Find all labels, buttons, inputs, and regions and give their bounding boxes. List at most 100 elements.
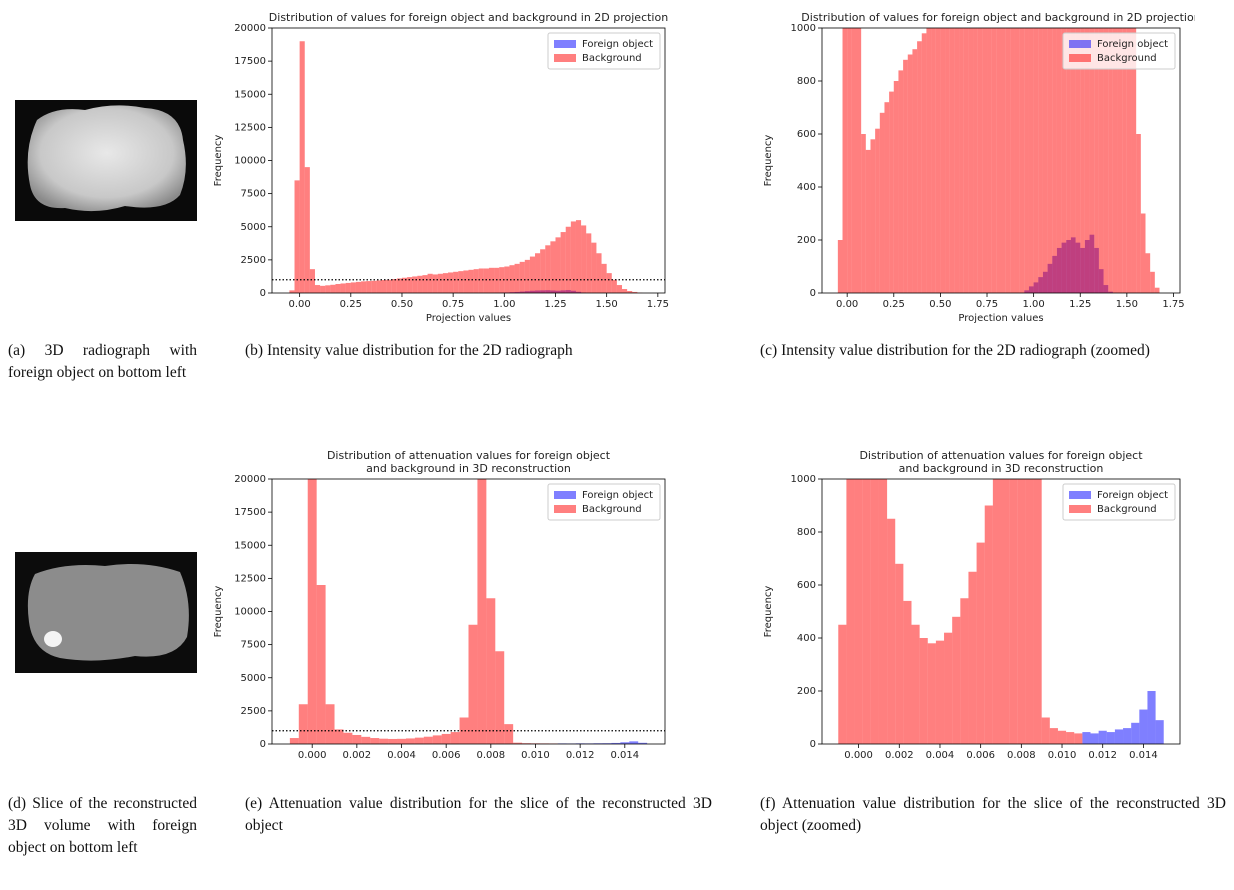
y-tick-label: 17500	[234, 507, 266, 518]
y-tick-label: 12500	[234, 122, 266, 133]
histogram-bar	[903, 59, 908, 293]
histogram-bar	[405, 738, 415, 744]
histogram-bar	[887, 518, 896, 744]
histogram-bar	[1019, 28, 1025, 293]
histogram-bar	[581, 225, 587, 293]
histogram-bar	[596, 253, 602, 293]
histogram-bar	[889, 91, 894, 293]
histogram-bar	[895, 563, 904, 744]
x-tick-label: 0.002	[343, 750, 372, 760]
x-tick-label: 0.000	[298, 750, 327, 760]
histogram-bar	[448, 272, 454, 293]
x-tick-label: 0.010	[521, 750, 550, 760]
histogram-chart: Distribution of attenuation values for f…	[763, 449, 1181, 760]
histogram-bar	[1024, 28, 1029, 293]
histogram-bar	[450, 732, 460, 744]
histogram-bar	[499, 267, 505, 293]
histogram-bar	[1009, 479, 1018, 744]
x-tick-label: 0.014	[1129, 750, 1158, 760]
histogram-bar	[307, 479, 317, 744]
x-tick-label: 0.00	[289, 299, 311, 310]
y-tick-label: 2500	[241, 706, 266, 717]
histogram-bar	[334, 729, 344, 744]
histogram-bar	[1025, 479, 1034, 744]
y-tick-label: 800	[797, 527, 816, 538]
histogram-bar	[917, 41, 922, 293]
histogram-bar	[298, 704, 308, 744]
y-axis-label: Frequency	[213, 135, 224, 187]
histogram-bar	[854, 479, 863, 744]
histogram-bar	[601, 263, 607, 293]
histogram-bar	[361, 281, 367, 293]
x-tick-label: 0.006	[966, 750, 995, 760]
histogram-bar	[391, 279, 397, 293]
x-tick-label: 0.012	[566, 750, 595, 760]
legend-label: Background	[582, 53, 642, 64]
histogram-bar	[432, 274, 438, 293]
histogram-bar	[837, 240, 843, 293]
histogram-bar	[483, 268, 489, 293]
histogram-bar	[927, 643, 936, 744]
histogram-bar	[396, 278, 402, 293]
histogram-bar	[560, 232, 566, 293]
histogram-bar	[550, 241, 556, 293]
chart-title: and background in 3D reconstruction	[899, 462, 1104, 475]
histogram-bar	[1084, 28, 1090, 293]
x-tick-label: 0.002	[885, 750, 914, 760]
histogram-bar	[1041, 717, 1050, 744]
histogram-bar	[1112, 28, 1118, 293]
histogram-bar	[935, 640, 945, 744]
histogram-bar	[1028, 28, 1034, 293]
histogram-bar	[893, 81, 899, 293]
histogram-bar	[898, 70, 904, 293]
histogram-bar	[565, 226, 571, 293]
x-tick-label: 1.50	[596, 299, 618, 310]
x-tick-label: 0.008	[1007, 750, 1036, 760]
histogram-bar	[1089, 28, 1095, 293]
legend-swatch	[554, 54, 576, 62]
histogram-bar	[1075, 28, 1081, 293]
histogram-bar	[977, 28, 983, 293]
histogram-bar	[570, 221, 576, 293]
x-tick-label: 0.00	[836, 299, 858, 310]
histogram-bar	[912, 49, 918, 293]
histogram-bar	[468, 624, 478, 744]
histogram-bar	[611, 742, 621, 744]
y-axis-label: Frequency	[763, 586, 774, 638]
histogram-bar	[514, 263, 520, 293]
histogram-bar	[992, 479, 1001, 744]
histogram-bar	[540, 249, 546, 293]
histogram-bar	[468, 269, 474, 293]
histogram-bar	[921, 33, 927, 293]
y-tick-label: 0	[260, 288, 266, 299]
histogram-bar	[949, 28, 955, 293]
histogram-bar	[1061, 28, 1067, 293]
histogram-bar	[959, 28, 964, 293]
legend-swatch	[554, 505, 576, 513]
histogram-bar	[1139, 709, 1148, 744]
legend-swatch	[554, 40, 576, 48]
histogram-bar	[632, 291, 638, 293]
plot-area	[838, 479, 1164, 744]
histogram-bar	[441, 733, 451, 744]
histogram-bar	[437, 273, 443, 293]
x-tick-label: 0.50	[929, 299, 951, 310]
histogram-bar	[982, 28, 988, 293]
histogram-bar	[1042, 28, 1048, 293]
histogram-bar	[325, 285, 331, 293]
histogram-bar	[935, 28, 941, 293]
chart-title: Distribution of attenuation values for f…	[327, 449, 611, 462]
histogram-bar	[1001, 28, 1006, 293]
y-tick-label: 600	[797, 580, 816, 591]
y-tick-label: 17500	[234, 56, 266, 67]
y-tick-label: 5000	[241, 673, 266, 684]
histogram-bar	[984, 505, 993, 744]
histogram-bar	[1014, 28, 1020, 293]
histogram-bar	[486, 598, 496, 744]
x-axis-label: Projection values	[958, 313, 1043, 324]
histogram-bar	[371, 280, 377, 293]
legend-label: Background	[582, 504, 642, 515]
histogram-bar	[1131, 28, 1137, 293]
histogram-bar	[320, 285, 326, 293]
y-tick-label: 5000	[241, 222, 266, 233]
